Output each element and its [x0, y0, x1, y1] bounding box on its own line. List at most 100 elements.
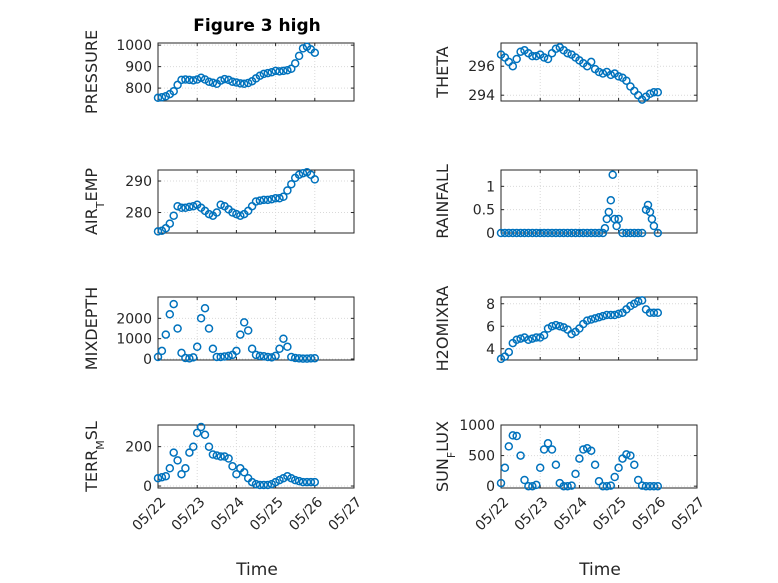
- y-tick-label: 0: [143, 479, 152, 495]
- data-point: [575, 454, 584, 463]
- data-point: [547, 228, 557, 238]
- data-point: [302, 477, 312, 487]
- data-point: [208, 78, 218, 87]
- data-point: [259, 195, 269, 205]
- data-point: [516, 451, 525, 460]
- data-point: [575, 228, 584, 238]
- x-tick-label: 05/22: [472, 494, 512, 534]
- data-point: [232, 346, 241, 356]
- data-point: [532, 480, 541, 490]
- data-point: [165, 310, 175, 319]
- data-point: [586, 57, 596, 67]
- x-tick-label: 05/23: [512, 494, 552, 534]
- axes-frame: [157, 424, 355, 489]
- y-tick-label: 6: [486, 319, 495, 335]
- data-point: [520, 228, 529, 238]
- data-point: [614, 214, 623, 224]
- data-point: [181, 353, 190, 363]
- data-point: [582, 316, 592, 325]
- data-point: [173, 324, 182, 333]
- data-point: [263, 68, 273, 78]
- data-point: [496, 228, 506, 238]
- data-point: [204, 324, 214, 333]
- data-point: [653, 88, 663, 97]
- data-point: [196, 314, 206, 323]
- data-point: [169, 211, 178, 220]
- x-axis-label-left: Time: [235, 560, 278, 580]
- data-point: [604, 207, 614, 217]
- data-point: [259, 352, 269, 361]
- data-point: [496, 478, 506, 488]
- data-point: [512, 54, 521, 64]
- data-point: [153, 473, 163, 483]
- data-point: [232, 209, 241, 219]
- y-tick-label: 296: [468, 59, 495, 75]
- data-point: [177, 469, 186, 479]
- axes-frame: [157, 169, 355, 234]
- data-point: [271, 66, 280, 76]
- data-point: [563, 228, 572, 238]
- data-point: [153, 227, 163, 236]
- data-point: [590, 314, 600, 323]
- data-point: [294, 51, 304, 61]
- data-point: [622, 76, 631, 85]
- data-point: [606, 70, 616, 80]
- data-point: [606, 196, 616, 205]
- y-axis-label-h2omixra: H2OMIXRA: [433, 286, 452, 372]
- data-point: [614, 463, 623, 473]
- x-tick-label: 05/23: [169, 494, 209, 534]
- data-point: [598, 69, 608, 78]
- data-point: [275, 194, 284, 203]
- data-point: [247, 344, 257, 354]
- data-point: [294, 170, 304, 179]
- data-point: [508, 61, 518, 71]
- data-point: [508, 431, 518, 440]
- data-point: [633, 297, 643, 306]
- data-point: [618, 454, 627, 463]
- data-point: [567, 481, 576, 490]
- data-point: [504, 228, 514, 238]
- data-point: [224, 75, 233, 85]
- data-point: [645, 308, 655, 318]
- data-point: [181, 203, 190, 213]
- data-point: [614, 309, 623, 319]
- subplot-rainfall: 0 0.5 1 RAINFALL: [433, 164, 698, 242]
- y-tick-label: 1000: [116, 332, 152, 348]
- data-point: [512, 335, 521, 345]
- data-point: [630, 460, 639, 470]
- data-point: [255, 196, 265, 205]
- data-point: [586, 446, 596, 455]
- data-point: [251, 479, 261, 489]
- figure-title: Figure 3 high: [193, 16, 321, 36]
- data-point: [243, 326, 253, 335]
- data-point: [239, 468, 249, 477]
- data-point: [547, 445, 557, 454]
- data-point: [181, 464, 190, 473]
- data-point: [259, 69, 269, 79]
- x-tick-label: 05/26: [629, 494, 669, 534]
- data-point: [532, 51, 541, 61]
- data-point: [204, 77, 214, 86]
- data-point: [220, 352, 229, 361]
- data-point: [653, 308, 663, 318]
- y-tick-label: 0: [143, 352, 152, 368]
- data-point: [528, 481, 537, 491]
- data-point: [551, 44, 561, 54]
- subplot-theta: 294 296 THETA: [433, 42, 698, 104]
- data-point: [563, 481, 572, 491]
- data-point: [161, 330, 171, 339]
- y-axis-label-terr-msl: TERRMSL: [82, 421, 107, 493]
- data-point: [571, 469, 580, 479]
- data-point: [279, 192, 288, 202]
- data-point: [500, 228, 510, 238]
- data-point: [275, 67, 284, 76]
- data-point: [512, 431, 521, 441]
- data-point: [590, 460, 600, 470]
- data-point: [236, 330, 245, 339]
- data-point: [594, 313, 604, 322]
- data-point: [189, 442, 198, 451]
- data-point: [649, 308, 659, 318]
- data-point: [294, 354, 304, 363]
- data-point: [306, 477, 316, 487]
